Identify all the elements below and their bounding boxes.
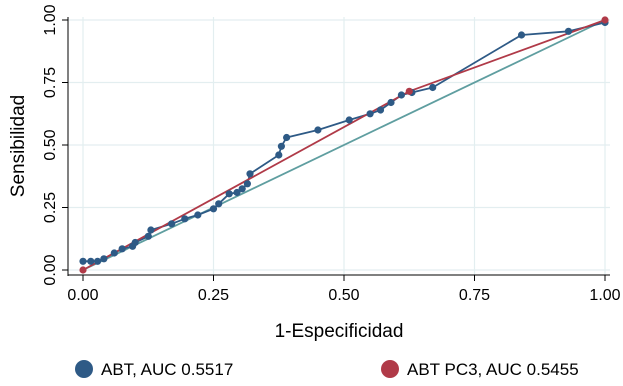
- data-point-abt: [345, 116, 353, 124]
- data-point-abt: [209, 205, 218, 213]
- y-axis-title: Sensibilidad: [8, 95, 29, 197]
- x-tick-label: 0.00: [67, 287, 98, 304]
- data-point-abt: [233, 188, 241, 197]
- data-point-abt: [147, 226, 155, 234]
- x-axis-title: 1-Especificidad: [275, 321, 404, 342]
- reference-line: [82, 19, 606, 271]
- grid-lines: [68, 17, 610, 275]
- data-point-abt: [277, 142, 285, 150]
- legend: ABT, AUC 0.5517 ABT PC3, AUC 0.5455: [75, 360, 579, 379]
- data-point-abt: [283, 133, 291, 142]
- data-point-abt: [79, 257, 87, 265]
- data-point-abt: [94, 257, 102, 265]
- series-markers: [79, 16, 609, 274]
- reference-diagonal: [82, 19, 606, 271]
- data-point-abt: [194, 211, 202, 219]
- data-point-abt: [387, 98, 395, 107]
- y-tick-label: 0.25: [42, 192, 59, 223]
- data-point-abt: [397, 91, 405, 99]
- data-point-abt-pc3: [601, 16, 609, 24]
- x-tick-label: 0.75: [459, 287, 490, 304]
- data-point-abt: [100, 255, 108, 263]
- axes: [62, 17, 610, 281]
- data-point-abt: [275, 151, 283, 159]
- legend-label-abt-pc3: ABT PC3, AUC 0.5455: [407, 360, 579, 379]
- data-point-abt: [243, 180, 251, 188]
- data-point-abt: [238, 185, 246, 193]
- data-point-abt: [376, 106, 385, 114]
- data-point-abt: [564, 27, 573, 35]
- y-tick-label: 0.75: [42, 67, 59, 98]
- data-point-abt: [87, 257, 95, 265]
- x-tick-label: 1.00: [589, 287, 620, 304]
- data-point-abt: [366, 110, 374, 118]
- data-point-abt: [429, 83, 437, 92]
- data-point-abt: [314, 126, 322, 134]
- data-point-abt-pc3: [405, 87, 413, 95]
- data-point-abt: [118, 245, 126, 253]
- legend-marker-abt: [75, 360, 93, 378]
- data-point-abt: [246, 170, 254, 178]
- legend-label-abt: ABT, AUC 0.5517: [101, 360, 233, 379]
- y-tick-label: 1.00: [42, 4, 59, 35]
- y-tick-labels: 0.00 0.25 0.50 0.75 1.00: [42, 4, 59, 285]
- data-point-abt: [144, 232, 152, 240]
- data-point-abt: [517, 31, 526, 39]
- x-tick-label: 0.25: [198, 287, 229, 304]
- y-tick-label: 0.00: [42, 254, 59, 285]
- data-point-abt: [225, 190, 233, 198]
- data-point-abt-pc3: [79, 266, 87, 274]
- data-point-abt: [215, 200, 223, 208]
- data-point-abt: [168, 220, 176, 228]
- x-tick-labels: 0.00 0.25 0.50 0.75 1.00: [67, 287, 620, 304]
- data-point-abt: [110, 249, 118, 257]
- legend-marker-abt-pc3: [381, 360, 399, 378]
- x-tick-label: 0.50: [328, 287, 359, 304]
- data-point-abt: [181, 215, 189, 223]
- y-tick-label: 0.50: [42, 129, 59, 160]
- data-point-abt: [131, 238, 139, 247]
